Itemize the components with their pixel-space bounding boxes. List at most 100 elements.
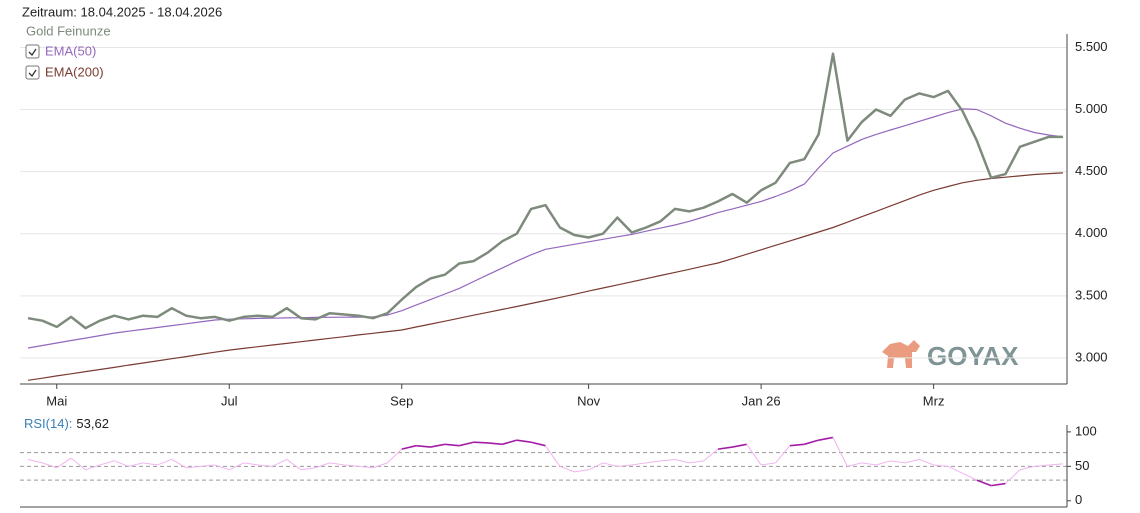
rsi-segment bbox=[574, 469, 589, 473]
rsi-segment bbox=[372, 462, 388, 469]
rsi-segment bbox=[416, 444, 431, 448]
rsi-segment bbox=[171, 459, 187, 469]
rsi-segment bbox=[56, 457, 72, 469]
rsi-segment bbox=[459, 441, 474, 447]
legend-checkbox[interactable] bbox=[25, 65, 40, 80]
rsi-segment bbox=[1034, 464, 1049, 467]
rsi-segment bbox=[344, 464, 359, 467]
rsi-segment bbox=[761, 462, 776, 466]
rsi-segment bbox=[559, 465, 575, 473]
rsi-segment bbox=[631, 462, 647, 466]
watermark: GOYAX bbox=[927, 341, 1019, 371]
rsi-segment bbox=[70, 457, 86, 471]
rsi-segment bbox=[991, 482, 1006, 487]
legend-label: EMA(200) bbox=[45, 64, 104, 79]
rsi-segment bbox=[904, 458, 920, 464]
rsi-segment bbox=[358, 465, 374, 469]
rsi-segment bbox=[272, 459, 287, 467]
rsi-segment bbox=[229, 462, 244, 471]
rsi-segment bbox=[976, 479, 992, 487]
rsi-segment bbox=[545, 445, 561, 467]
rsi-segment bbox=[27, 458, 43, 464]
legend-item[interactable]: EMA(50) bbox=[25, 43, 96, 59]
rsi-segment bbox=[214, 464, 230, 471]
rsi-segment bbox=[1019, 465, 1035, 471]
rsi-segment bbox=[502, 439, 517, 446]
rsi-segment bbox=[789, 443, 805, 447]
y-tick-label: 5.500 bbox=[1075, 39, 1108, 54]
series-label: Gold Feinunze bbox=[26, 23, 111, 38]
series-line bbox=[27, 108, 1064, 349]
rsi-segment bbox=[473, 441, 489, 444]
rsi-title: RSI(14): bbox=[24, 416, 72, 431]
rsi-segment bbox=[1048, 463, 1064, 466]
rsi-segment bbox=[890, 460, 905, 464]
rsi-segment bbox=[933, 464, 949, 467]
rsi-segment bbox=[401, 444, 417, 450]
rsi-segment bbox=[85, 464, 101, 471]
rsi-current: 53,62 bbox=[76, 416, 109, 431]
rsi-segment bbox=[286, 459, 302, 471]
rsi-segment bbox=[157, 458, 172, 466]
rsi-segment bbox=[703, 448, 719, 462]
rsi-segment bbox=[444, 443, 460, 447]
rsi-segment bbox=[775, 445, 791, 464]
rsi-segment bbox=[919, 458, 934, 466]
rsi-segment bbox=[588, 462, 604, 471]
rsi-segment bbox=[128, 462, 144, 467]
series-line bbox=[27, 172, 1064, 381]
y-tick-label: 4.000 bbox=[1075, 225, 1108, 240]
legend-label: EMA(50) bbox=[45, 43, 96, 58]
x-tick-label: Sep bbox=[390, 393, 413, 408]
rsi-segment bbox=[487, 442, 503, 446]
y-tick-label: 50 bbox=[1075, 458, 1089, 473]
rsi-segment bbox=[387, 448, 403, 464]
rsi-segment bbox=[99, 460, 115, 466]
rsi-segment bbox=[602, 462, 618, 467]
rsi-segment bbox=[818, 436, 834, 441]
rsi-segment bbox=[746, 444, 762, 466]
rsi-segment bbox=[1005, 469, 1021, 484]
rsi-segment bbox=[430, 443, 446, 448]
y-tick-label: 3.000 bbox=[1075, 349, 1108, 364]
rsi-segment bbox=[200, 464, 215, 467]
rsi-segment bbox=[674, 458, 690, 464]
legend-item[interactable]: EMA(200) bbox=[25, 64, 104, 80]
rsi-segment bbox=[243, 462, 259, 466]
rsi-segment bbox=[301, 467, 316, 471]
rsi-segment bbox=[516, 439, 532, 444]
rsi-segment bbox=[530, 441, 546, 447]
rsi-segment bbox=[732, 443, 747, 448]
rsi-segment bbox=[947, 465, 963, 474]
legend-checkbox[interactable] bbox=[25, 44, 40, 59]
rsi-segment bbox=[329, 462, 345, 466]
check-mark bbox=[28, 69, 37, 78]
x-tick-label: Jan 26 bbox=[742, 393, 781, 408]
rsi-segment bbox=[847, 462, 862, 467]
rsi-segment bbox=[257, 464, 273, 467]
rsi-segment bbox=[186, 465, 201, 469]
rsi-segment bbox=[689, 460, 704, 464]
rsi-segment bbox=[875, 460, 891, 466]
x-tick-label: Nov bbox=[577, 393, 601, 408]
rsi-segment bbox=[832, 437, 848, 467]
y-tick-label: 5.000 bbox=[1075, 101, 1108, 116]
rsi-segment bbox=[42, 462, 57, 469]
rsi-segment bbox=[861, 462, 877, 466]
x-tick-label: Mai bbox=[46, 393, 67, 408]
rsi-segment bbox=[315, 462, 331, 469]
rsi-segment bbox=[617, 464, 632, 467]
y-tick-label: 3.500 bbox=[1075, 287, 1108, 302]
y-tick-label: 4.500 bbox=[1075, 163, 1108, 178]
check-mark bbox=[28, 48, 37, 57]
rsi-segment bbox=[717, 446, 733, 450]
y-tick-label: 0 bbox=[1075, 492, 1082, 507]
rsi-segment bbox=[962, 472, 977, 481]
rsi-segment bbox=[660, 458, 675, 462]
watermark-icon bbox=[882, 340, 920, 368]
x-tick-label: Mrz bbox=[923, 393, 945, 408]
rsi-segment bbox=[114, 460, 129, 467]
y-tick-label: 100 bbox=[1075, 423, 1097, 438]
series-line bbox=[27, 52, 1063, 330]
